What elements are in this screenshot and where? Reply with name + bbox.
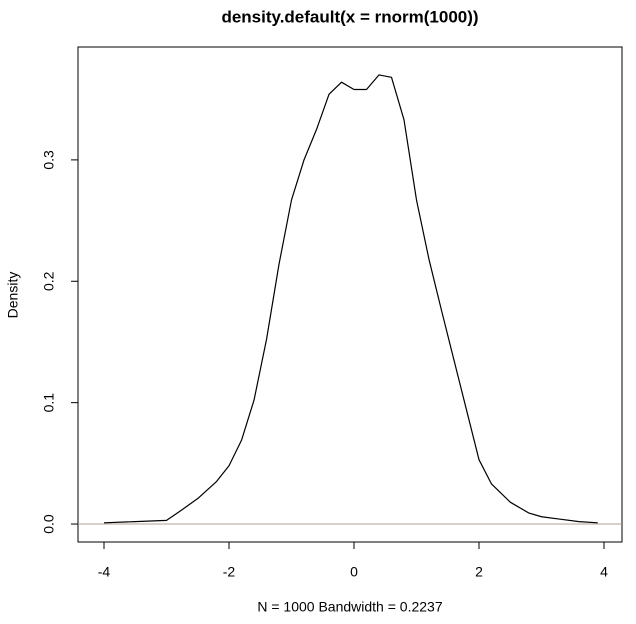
- y-tick-label: 0.1: [41, 393, 57, 413]
- density-line: [103, 74, 598, 524]
- x-tick-label: 2: [475, 564, 483, 580]
- y-axis-label: Density: [5, 272, 21, 319]
- x-axis-label: N = 1000 Bandwidth = 0.2237: [257, 599, 442, 615]
- chart-title: density.default(x = rnorm(1000)): [221, 7, 478, 26]
- x-tick-label: -4: [98, 564, 111, 580]
- x-tick-label: 0: [350, 564, 358, 580]
- y-tick-label: 0.2: [41, 271, 57, 291]
- y-tick-label: 0.3: [41, 150, 57, 170]
- x-tick-label: 4: [600, 564, 608, 580]
- y-tick-label: 0.0: [41, 514, 57, 534]
- x-tick-label: -2: [223, 564, 236, 580]
- plot-box: [77, 46, 623, 543]
